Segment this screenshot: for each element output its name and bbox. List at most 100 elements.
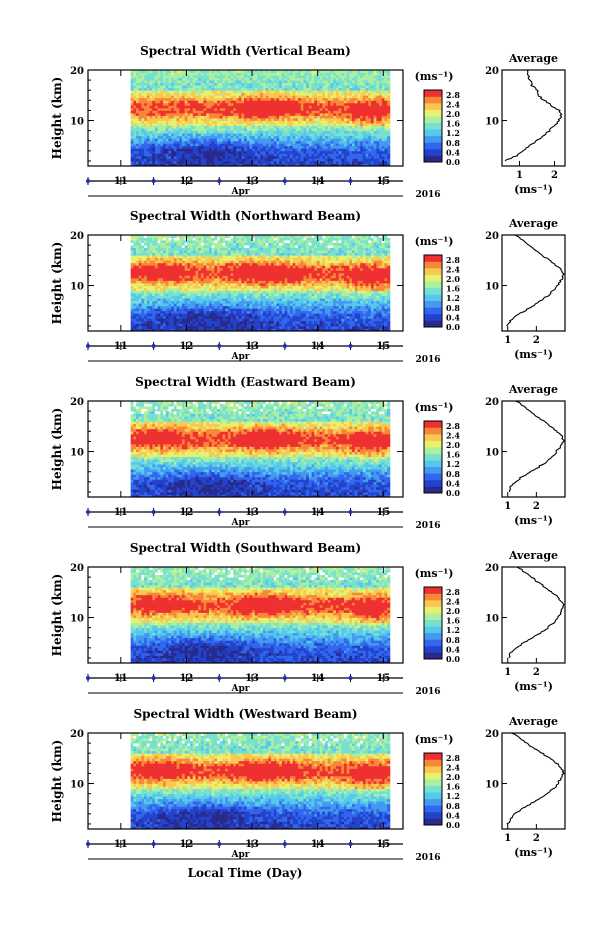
heatmap-cell <box>271 85 274 88</box>
heatmap-cell <box>163 133 166 136</box>
heatmap-cell <box>325 156 328 159</box>
heatmap-cell <box>220 148 223 151</box>
heatmap-cell <box>214 93 217 96</box>
heatmap-cell <box>360 146 363 149</box>
heatmap-cell <box>179 100 182 103</box>
heatmap-cell <box>187 118 190 121</box>
heatmap-cell <box>147 131 150 134</box>
heatmap-cell <box>282 161 285 164</box>
heatmap-cell <box>231 161 234 164</box>
heatmap-cell <box>155 151 158 154</box>
heatmap-cell <box>201 143 204 146</box>
heatmap-cell <box>293 143 296 146</box>
heatmap-cell <box>279 113 282 116</box>
heatmap-cell <box>341 105 344 108</box>
heatmap-cell <box>239 128 242 131</box>
heatmap-cell <box>379 93 382 96</box>
heatmap-cell <box>282 141 285 144</box>
heatmap-cell <box>341 161 344 164</box>
heatmap-cell <box>328 153 331 156</box>
heatmap-cell <box>336 100 339 103</box>
heatmap-cell <box>309 136 312 139</box>
heatmap-cell <box>209 141 212 144</box>
heatmap-cell <box>182 105 185 108</box>
heatmap-cell <box>363 95 366 98</box>
heatmap-cell <box>276 121 279 124</box>
heatmap-cell <box>233 115 236 118</box>
heatmap-cell <box>276 153 279 156</box>
heatmap-cell <box>320 115 323 118</box>
heatmap-cell <box>287 80 290 83</box>
heatmap-cell <box>217 73 220 76</box>
heatmap-cell <box>363 153 366 156</box>
heatmap-cell <box>174 100 177 103</box>
heatmap-cell <box>131 113 134 116</box>
heatmap-cell <box>204 118 207 121</box>
heatmap-cell <box>239 148 242 151</box>
heatmap-cell <box>179 123 182 126</box>
heatmap-cell <box>309 90 312 93</box>
heatmap-cell <box>293 108 296 111</box>
heatmap-cell <box>382 151 385 154</box>
heatmap-cell <box>374 123 377 126</box>
heatmap-cell <box>274 153 277 156</box>
heatmap-cell <box>274 128 277 131</box>
heatmap-cell <box>293 103 296 106</box>
heatmap-cell <box>136 141 139 144</box>
x-axis-marker <box>217 179 221 183</box>
heatmap-cell <box>330 83 333 86</box>
heatmap-cell <box>336 133 339 136</box>
heatmap-cell <box>195 156 198 159</box>
heatmap-cell <box>293 100 296 103</box>
heatmap-cell <box>252 136 255 139</box>
heatmap-cell <box>271 133 274 136</box>
heatmap-cell <box>344 138 347 141</box>
heatmap-cell <box>171 126 174 129</box>
heatmap-cell <box>244 88 247 91</box>
heatmap-cell <box>217 148 220 151</box>
heatmap-cell <box>357 110 360 113</box>
heatmap-cell <box>266 95 269 98</box>
heatmap-cell <box>347 146 350 149</box>
heatmap-cell <box>255 83 258 86</box>
heatmap-cell <box>306 131 309 134</box>
profile-x-tick-label: 2 <box>551 170 558 181</box>
heatmap-cell <box>152 143 155 146</box>
heatmap-cell <box>260 136 263 139</box>
heatmap-cell <box>387 115 390 118</box>
heatmap-cell <box>168 146 171 149</box>
heatmap-cell <box>309 118 312 121</box>
heatmap-cell <box>190 85 193 88</box>
heatmap-cell <box>293 113 296 116</box>
heatmap-cell <box>271 100 274 103</box>
heatmap-cell <box>314 126 317 129</box>
heatmap-cell <box>339 90 342 93</box>
heatmap-cell <box>158 146 161 149</box>
heatmap-cell <box>371 83 374 86</box>
heatmap-cell <box>174 156 177 159</box>
heatmap-cell <box>136 158 139 161</box>
heatmap-cell <box>368 83 371 86</box>
heatmap-cell <box>258 90 261 93</box>
heatmap-cell <box>168 110 171 113</box>
heatmap-cell <box>290 113 293 116</box>
heatmap-cell <box>139 100 142 103</box>
heatmap-cell <box>179 153 182 156</box>
heatmap-cell <box>276 161 279 164</box>
heatmap-cell <box>236 161 239 164</box>
heatmap-cell <box>336 148 339 151</box>
heatmap-cell <box>349 103 352 106</box>
heatmap-cell <box>379 161 382 164</box>
heatmap-cell <box>374 88 377 91</box>
heatmap-cell <box>144 151 147 154</box>
heatmap-cell <box>279 73 282 76</box>
heatmap-cell <box>249 131 252 134</box>
colorbar-swatch <box>424 155 442 162</box>
heatmap-cell <box>244 123 247 126</box>
heatmap-cell <box>279 133 282 136</box>
heatmap-cell <box>144 121 147 124</box>
heatmap-cell <box>333 118 336 121</box>
heatmap-cell <box>258 95 261 98</box>
heatmap-cell <box>312 113 315 116</box>
heatmap-cell <box>252 113 255 116</box>
